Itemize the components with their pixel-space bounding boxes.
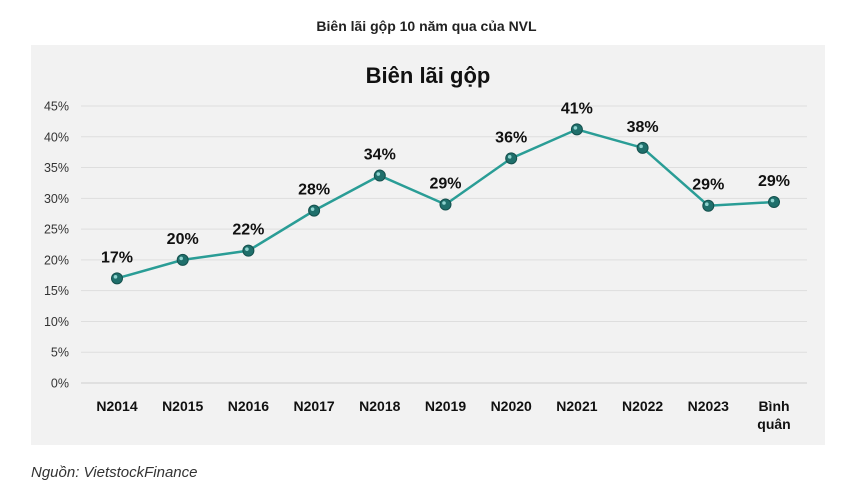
x-tick-label: N2023 <box>688 398 729 414</box>
data-label: 22% <box>232 222 264 239</box>
x-tick-label: N2020 <box>491 398 532 414</box>
data-point <box>439 198 452 211</box>
data-label: 34% <box>364 147 396 164</box>
data-markers <box>111 123 780 285</box>
data-point <box>702 199 715 212</box>
y-tick-label: 45% <box>44 100 69 114</box>
data-point-highlight <box>770 198 775 203</box>
y-tick-label: 15% <box>44 284 69 298</box>
data-point <box>111 272 123 285</box>
data-label: 28% <box>298 182 330 199</box>
y-tick-label: 10% <box>44 315 69 329</box>
y-tick-label: 30% <box>44 192 69 206</box>
y-tick-label: 35% <box>44 161 69 175</box>
data-point <box>636 141 649 154</box>
y-tick-label: 20% <box>44 253 69 267</box>
data-label: 38% <box>627 119 659 136</box>
data-point <box>570 123 583 136</box>
x-tick-label: N2018 <box>359 398 400 414</box>
data-point <box>242 244 255 257</box>
y-tick-label: 5% <box>51 346 69 360</box>
line-chart: Biên lãi gộp 0% 5% 10% 15% 20% 25% 30% 35% 40% 45… <box>44 63 807 432</box>
data-point <box>373 169 386 182</box>
data-point-highlight <box>245 247 249 251</box>
grid-lines <box>81 105 807 384</box>
y-tick-label: 0% <box>51 377 69 391</box>
data-point <box>308 204 321 217</box>
data-label: 29% <box>758 173 790 190</box>
y-axis: 0% 5% 10% 15% 20% 25% 30% 35% 40% 45% <box>44 100 69 391</box>
x-tick-label: N2021 <box>556 398 597 414</box>
x-tick-label: N2014 <box>96 398 137 414</box>
data-point-highlight <box>507 155 512 159</box>
data-point-highlight <box>639 144 643 149</box>
chart-caption: Biên lãi gộp 10 năm qua của NVL <box>316 18 537 34</box>
data-labels: 17% 20% 22% 28% 34% 29% 36% 41% 38% 29% 29% <box>101 100 790 266</box>
x-tick-label: N2015 <box>162 398 203 414</box>
chart-title: Biên lãi gộp <box>366 63 491 88</box>
x-tick-label: Bình quân <box>757 398 790 432</box>
chart-panel: Biên lãi gộp 0% 5% 10% 15% 20% 25% 30% 35% 40% 45… <box>31 45 825 445</box>
y-tick-label: 25% <box>44 223 69 237</box>
data-point-highlight <box>705 202 709 207</box>
data-label: 41% <box>561 100 593 117</box>
data-label: 29% <box>429 175 461 192</box>
y-tick-label: 40% <box>44 130 69 144</box>
data-label: 17% <box>101 249 133 266</box>
data-point-highlight <box>442 201 446 205</box>
data-point <box>505 152 518 165</box>
source-note: Nguồn: VietstockFinance <box>31 464 198 481</box>
x-tick-label: N2017 <box>293 398 334 414</box>
data-point-highlight <box>179 256 183 261</box>
x-axis: N2014 N2015 N2016 N2017 N2018 N2019 N2020 N2021… <box>96 398 790 432</box>
x-tick-label: N2022 <box>622 398 663 414</box>
data-label: 29% <box>692 177 724 194</box>
data-point-highlight <box>113 275 118 279</box>
data-point-highlight <box>310 207 315 211</box>
data-point-highlight <box>376 172 381 176</box>
data-label: 36% <box>495 129 527 146</box>
x-tick-label: N2016 <box>228 398 269 414</box>
data-point-highlight <box>573 126 578 130</box>
data-label: 20% <box>167 231 199 248</box>
x-tick-label: N2019 <box>425 398 466 414</box>
data-point <box>768 196 780 209</box>
data-point <box>176 253 189 266</box>
